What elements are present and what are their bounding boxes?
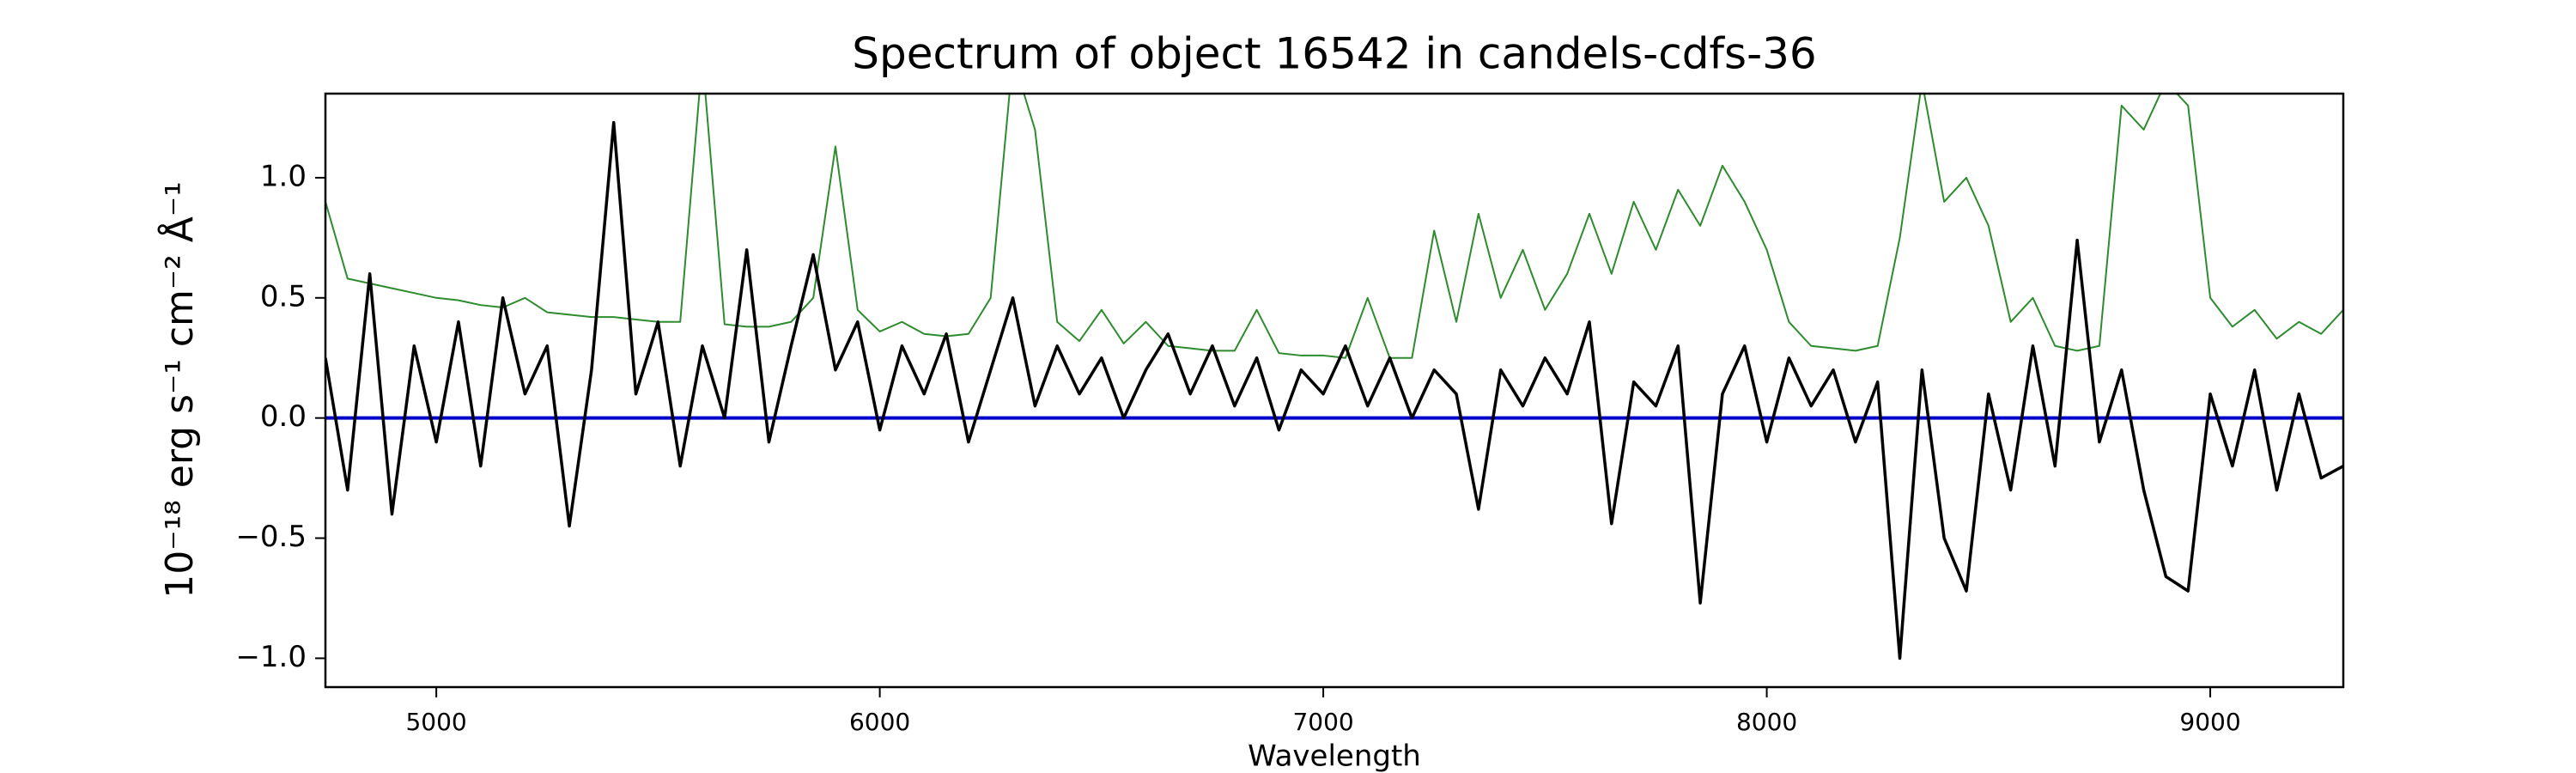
plot-area: [325, 94, 2343, 660]
x-tick-label: 9000: [2179, 708, 2240, 736]
x-tick-label: 7000: [1292, 708, 1353, 736]
plot-frame: [324, 92, 2345, 689]
y-tick-label: 0.5: [260, 279, 307, 313]
x-tick-label: 6000: [849, 708, 910, 736]
y-tick-label: 1.0: [260, 159, 307, 193]
x-tick-label: 8000: [1736, 708, 1797, 736]
y-tick-label: 0.0: [260, 399, 307, 434]
x-tick-label: 5000: [405, 708, 466, 736]
y-axis-label: 10⁻¹⁸ erg s⁻¹ cm⁻² Å⁻¹: [156, 181, 202, 598]
spectrum-line: [325, 120, 2343, 660]
y-tick-label: −0.5: [235, 520, 307, 554]
y-tick-label: −1.0: [235, 640, 307, 674]
chart-title: Spectrum of object 16542 in candels-cdfs…: [852, 29, 1817, 79]
spectrum-line: [325, 94, 2343, 359]
x-axis-label: Wavelength: [1248, 740, 1421, 773]
